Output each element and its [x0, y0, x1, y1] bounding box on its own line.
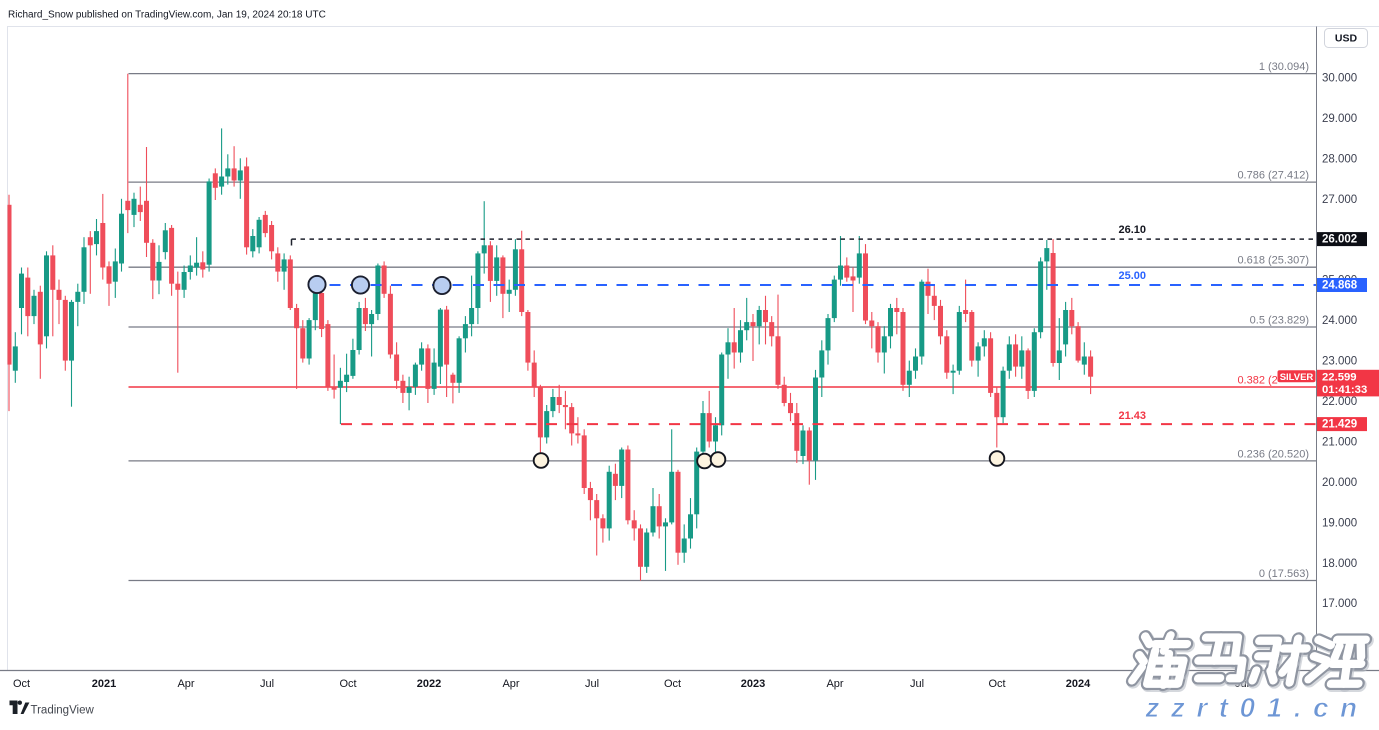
svg-text:Jul: Jul	[910, 678, 924, 690]
svg-text:USD: USD	[1335, 33, 1358, 45]
svg-text:21.000: 21.000	[1322, 437, 1357, 449]
svg-text:22.599: 22.599	[1322, 371, 1357, 383]
svg-text:0.5 (23.829): 0.5 (23.829)	[1250, 315, 1309, 327]
svg-text:25.00: 25.00	[1118, 270, 1146, 282]
svg-text:2022: 2022	[417, 678, 441, 690]
svg-text:2023: 2023	[741, 678, 765, 690]
svg-text:23.000: 23.000	[1322, 356, 1357, 368]
svg-text:0.618 (25.307): 0.618 (25.307)	[1237, 255, 1309, 267]
svg-text:zzrt01.cn: zzrt01.cn	[1144, 692, 1368, 723]
svg-text:Apr: Apr	[177, 678, 194, 690]
svg-text:21.43: 21.43	[1118, 410, 1146, 422]
svg-text:Oct: Oct	[13, 678, 30, 690]
svg-text:2021: 2021	[92, 678, 116, 690]
svg-text:26.10: 26.10	[1118, 224, 1146, 236]
svg-text:24.868: 24.868	[1322, 280, 1358, 292]
svg-text:17.000: 17.000	[1322, 598, 1357, 610]
svg-text:1 (30.094): 1 (30.094)	[1259, 61, 1309, 73]
svg-text:0.236 (20.520): 0.236 (20.520)	[1237, 448, 1309, 460]
svg-text:Richard_Snow published on Trad: Richard_Snow published on TradingView.co…	[8, 10, 326, 21]
svg-text:TradingView: TradingView	[31, 705, 95, 717]
svg-text:28.000: 28.000	[1322, 153, 1357, 165]
svg-text:0.786 (27.412): 0.786 (27.412)	[1237, 170, 1309, 182]
svg-text:SILVER: SILVER	[1280, 372, 1314, 383]
svg-text:18.000: 18.000	[1322, 558, 1357, 570]
svg-text:Oct: Oct	[664, 678, 681, 690]
svg-text:21.429: 21.429	[1322, 419, 1357, 431]
svg-text:01:41:33: 01:41:33	[1322, 384, 1367, 396]
svg-text:26.002: 26.002	[1322, 234, 1357, 246]
svg-text:22.000: 22.000	[1322, 396, 1357, 408]
svg-text:Jul: Jul	[585, 678, 599, 690]
svg-text:Jul: Jul	[260, 678, 274, 690]
svg-text:30.000: 30.000	[1322, 72, 1357, 84]
svg-text:0 (17.563): 0 (17.563)	[1259, 568, 1309, 580]
svg-text:19.000: 19.000	[1322, 517, 1357, 529]
svg-text:0.382 (22.345): 0.382 (22.345)	[1237, 375, 1309, 387]
svg-text:Apr: Apr	[826, 678, 843, 690]
svg-text:Apr: Apr	[502, 678, 519, 690]
svg-text:Oct: Oct	[988, 678, 1005, 690]
svg-text:24.000: 24.000	[1322, 315, 1357, 327]
svg-text:20.000: 20.000	[1322, 477, 1357, 489]
svg-text:2024: 2024	[1066, 678, 1091, 690]
svg-text:Oct: Oct	[339, 678, 356, 690]
svg-text:29.000: 29.000	[1322, 113, 1357, 125]
svg-text:27.000: 27.000	[1322, 194, 1357, 206]
